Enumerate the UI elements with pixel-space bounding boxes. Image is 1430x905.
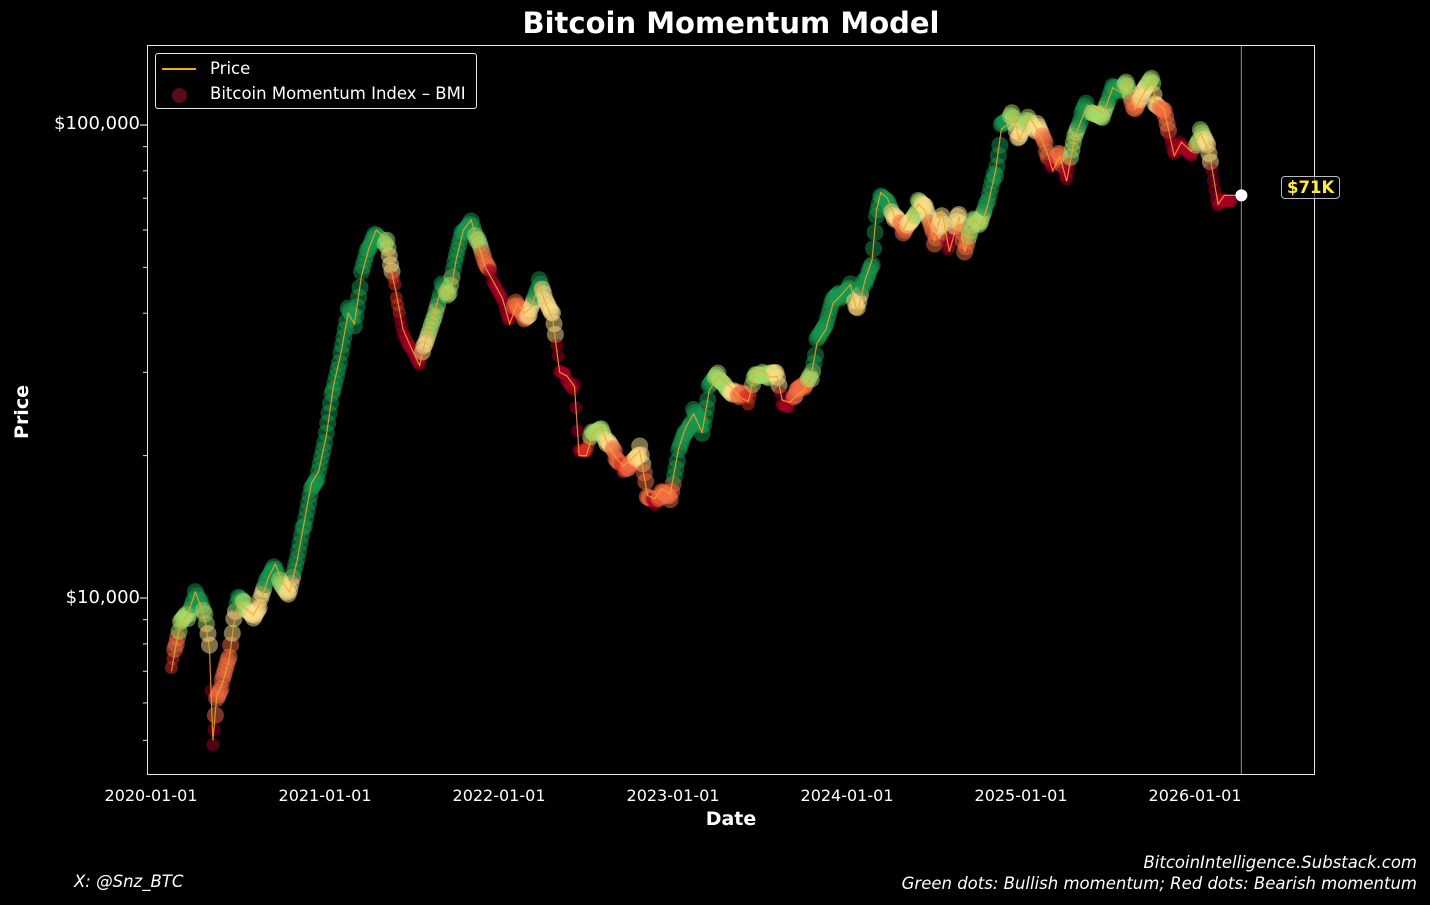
bmi-dot-swatch-icon (172, 88, 187, 103)
x-tick-label: 2020-01-01 (104, 786, 198, 805)
y-tick-label-10000: $10,000 (65, 587, 140, 608)
legend: Price Bitcoin Momentum Index – BMI (155, 53, 477, 109)
x-tick-label: 2022-01-01 (452, 786, 546, 805)
chart-title: Bitcoin Momentum Model (522, 6, 940, 40)
footer-credits: BitcoinIntelligence.Substack.com Green d… (902, 852, 1417, 894)
footer-handle: X: @Snz_BTC (74, 872, 184, 891)
x-tick-label: 2026-01-01 (1148, 786, 1242, 805)
legend-entry-bmi: Bitcoin Momentum Index – BMI (210, 84, 466, 103)
plot-frame (147, 45, 1315, 775)
x-tick-label: 2025-01-01 (974, 786, 1068, 805)
y-axis-title: Price (11, 385, 33, 439)
x-tick-label: 2021-01-01 (278, 786, 372, 805)
x-tick-label: 2024-01-01 (800, 786, 894, 805)
x-tick-label: 2023-01-01 (626, 786, 720, 805)
footer-site: BitcoinIntelligence.Substack.com (1143, 853, 1417, 872)
y-tick-label-100000: $100,000 (54, 113, 140, 134)
x-axis-title: Date (705, 808, 757, 830)
legend-entry-price: Price (210, 59, 251, 78)
current-price-annotation: $71K (1281, 176, 1341, 199)
footer-legend-note: Green dots: Bullish momentum; Red dots: … (901, 874, 1417, 893)
price-line-swatch-icon (162, 68, 196, 70)
